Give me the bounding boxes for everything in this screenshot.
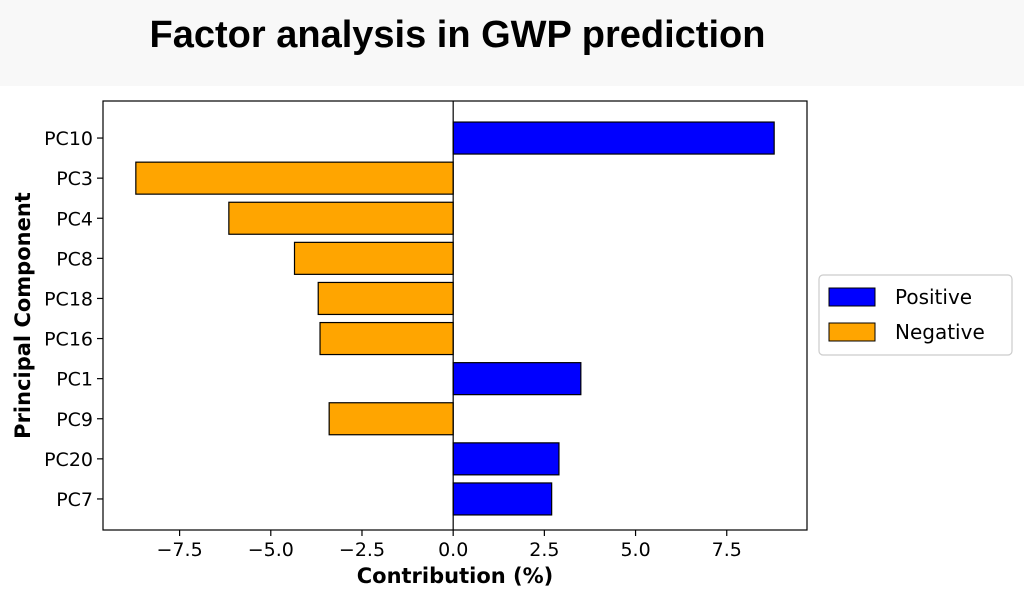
y-tick-label: PC9 bbox=[56, 409, 93, 431]
bar-pc10 bbox=[452, 121, 775, 155]
bar-pc3 bbox=[135, 161, 454, 195]
bar-pc20 bbox=[452, 442, 560, 476]
legend-label-negative: Negative bbox=[895, 320, 985, 344]
y-tick-label: PC4 bbox=[56, 208, 93, 230]
x-tick-label: 0.0 bbox=[438, 539, 468, 561]
legend-label-positive: Positive bbox=[895, 285, 972, 309]
bar-pc7 bbox=[452, 482, 553, 516]
y-tick-label: PC18 bbox=[44, 288, 93, 310]
y-tick-label: PC20 bbox=[44, 449, 93, 471]
y-tick-label: PC16 bbox=[44, 329, 93, 351]
bar-pc1 bbox=[452, 362, 582, 396]
x-tick-label: −5.0 bbox=[248, 539, 294, 561]
chart-title: Factor analysis in GWP prediction bbox=[149, 14, 766, 56]
x-tick-label: 2.5 bbox=[529, 539, 559, 561]
bar-pc16 bbox=[319, 321, 454, 356]
bar-pc4 bbox=[228, 201, 454, 235]
bar-pc9 bbox=[328, 402, 454, 436]
x-axis-label: Contribution (%) bbox=[357, 564, 554, 588]
bar-pc18 bbox=[317, 281, 454, 316]
y-ticks-group: PC10 PC3 PC4 PC8 PC18 PC16 PC1 PC9 PC20 PC7 bbox=[44, 128, 103, 511]
legend: Positive Negative bbox=[818, 274, 1013, 356]
x-tick-label: −7.5 bbox=[157, 539, 203, 561]
y-tick-label: PC7 bbox=[56, 489, 93, 511]
y-tick-label: PC1 bbox=[56, 369, 93, 391]
y-tick-label: PC10 bbox=[44, 128, 93, 150]
title-band bbox=[0, 0, 1024, 86]
legend-swatch-positive bbox=[828, 287, 876, 307]
x-tick-label: 5.0 bbox=[620, 539, 650, 561]
x-tick-label: −2.5 bbox=[339, 539, 385, 561]
x-tick-label: 7.5 bbox=[712, 539, 742, 561]
y-axis-label: Principal Component bbox=[11, 192, 35, 439]
y-tick-label: PC3 bbox=[56, 168, 93, 190]
bar-pc8 bbox=[293, 241, 454, 275]
plot-frame bbox=[102, 100, 808, 531]
legend-swatch-negative bbox=[828, 322, 876, 342]
x-ticks-group: −7.5 −5.0 −2.5 0.0 2.5 5.0 7.5 bbox=[157, 530, 742, 561]
y-tick-label: PC8 bbox=[56, 248, 93, 270]
bars-group bbox=[135, 121, 775, 516]
